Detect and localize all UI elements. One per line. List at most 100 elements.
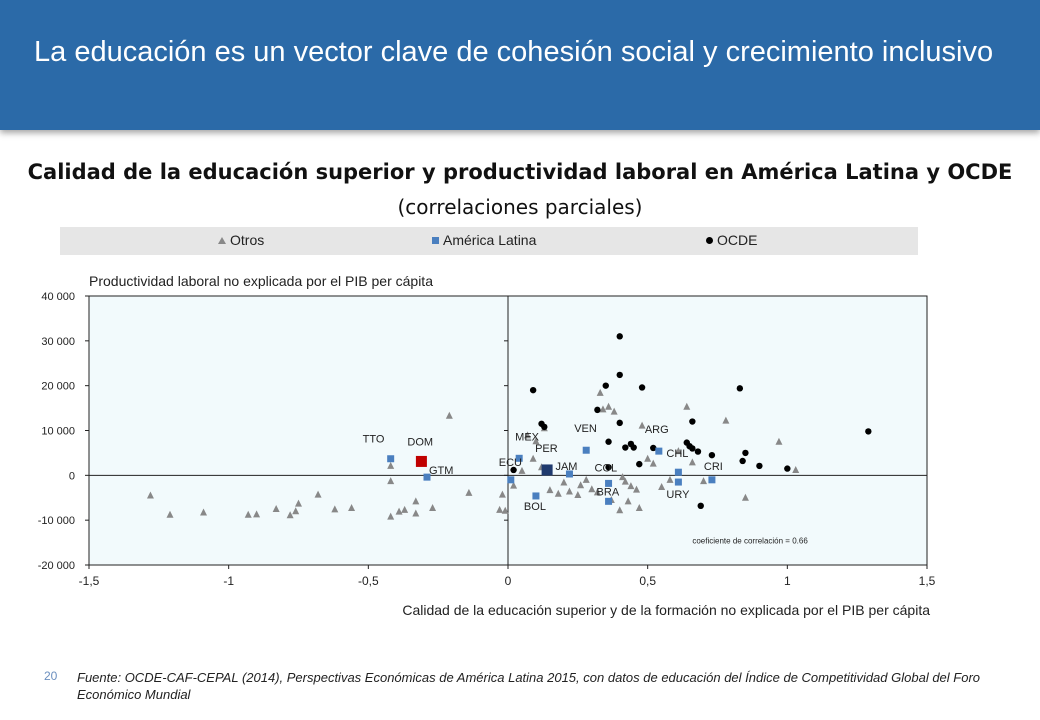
point-otros xyxy=(624,497,632,505)
x-axis-title: Calidad de la educación superior y de la… xyxy=(402,602,930,618)
point-ocde xyxy=(529,386,537,394)
point-ocde xyxy=(736,385,744,392)
y-tick-label: 10 000 xyxy=(41,426,75,438)
point-america-latina-gtm xyxy=(423,473,431,481)
point-otros xyxy=(632,485,640,493)
point-ocde xyxy=(689,445,696,452)
page-number: 20 xyxy=(44,669,58,683)
point-ocde xyxy=(616,333,623,340)
point-otros xyxy=(510,481,518,489)
point-otros xyxy=(775,437,783,445)
point-otros xyxy=(619,473,627,481)
point-ocde xyxy=(510,466,517,474)
correlation-note: coeficiente de correlación = 0.66 xyxy=(692,536,808,545)
y-tick-label: -10 000 xyxy=(38,515,75,527)
legend-label-otros: Otros xyxy=(230,232,265,248)
x-tick-label: 1,5 xyxy=(919,574,936,588)
point-america-latina-bol xyxy=(532,492,540,500)
x-tick-label: -0,5 xyxy=(358,574,379,588)
point-ocde xyxy=(865,428,872,435)
y-tick-label: 0 xyxy=(69,470,75,482)
country-label-bol: BOL xyxy=(524,501,546,513)
point-otros xyxy=(244,510,252,518)
country-label-col: COL xyxy=(595,462,618,474)
point-ocde xyxy=(622,444,629,451)
point-otros xyxy=(465,488,473,496)
legend-label-america-latina: América Latina xyxy=(443,232,537,248)
point-ocde xyxy=(541,423,548,431)
point-ocde xyxy=(784,465,791,472)
point-america-latina-ven xyxy=(582,446,590,454)
point-otros xyxy=(272,504,280,512)
point-otros xyxy=(200,508,208,516)
point-otros xyxy=(649,459,657,467)
country-label-mex: MEX xyxy=(515,431,540,443)
point-otros xyxy=(286,511,294,519)
point-otros xyxy=(688,458,696,466)
country-label-gtm: GTM xyxy=(429,465,453,477)
point-ocde xyxy=(739,457,746,465)
point-ocde xyxy=(594,406,601,414)
point-otros xyxy=(166,510,174,518)
point-otros xyxy=(387,512,395,520)
point-otros xyxy=(596,388,604,396)
country-label-cri: CRI xyxy=(704,461,723,473)
point-otros xyxy=(658,482,666,490)
point-otros xyxy=(295,499,302,507)
point-otros xyxy=(638,421,646,429)
point-otros xyxy=(401,505,409,513)
scatter-chart: -20 000 -10 000 0 10 000 20 000 30 000 40 000 -… xyxy=(38,273,936,618)
point-otros xyxy=(741,493,749,501)
y-axis-title: Productividad laboral no explicada por e… xyxy=(89,273,433,289)
point-ocde xyxy=(616,419,623,427)
point-otros xyxy=(529,454,537,462)
point-america-latina-per xyxy=(541,464,553,476)
point-america-latina-ecu xyxy=(507,476,515,484)
point-america-latina-dom xyxy=(415,455,427,467)
point-otros xyxy=(560,478,568,486)
point-otros xyxy=(518,466,526,474)
x-tick-label: -1 xyxy=(223,574,234,588)
legend-label-ocde: OCDE xyxy=(717,232,758,248)
point-otros xyxy=(331,505,339,513)
country-label-tto: TTO xyxy=(363,434,385,446)
point-otros xyxy=(599,405,607,413)
point-otros xyxy=(593,488,601,496)
country-label-chl: CHL xyxy=(666,448,688,460)
point-ocde xyxy=(742,449,749,457)
header-bar: La educación es un vector clave de cohes… xyxy=(0,0,1040,130)
point-otros xyxy=(292,507,300,515)
slide-title: La educación es un vector clave de cohes… xyxy=(34,36,994,68)
point-otros xyxy=(635,504,643,512)
point-america-latina-ury xyxy=(674,478,682,486)
source-note: Fuente: OCDE-CAF-CEPAL (2014), Perspecti… xyxy=(77,670,981,702)
point-otros xyxy=(565,487,573,495)
point-america-latina-mex xyxy=(515,454,523,462)
chart-legend: Otros América Latina OCDE xyxy=(60,227,918,255)
x-tick-label: -1,5 xyxy=(79,574,100,588)
point-otros xyxy=(674,447,682,455)
country-label-ecu: ECU xyxy=(499,457,522,469)
point-ocde xyxy=(697,502,704,510)
point-otros xyxy=(644,454,652,462)
country-label-arg: ARG xyxy=(645,424,669,436)
point-ocde xyxy=(636,460,643,468)
point-otros xyxy=(532,437,540,445)
point-otros xyxy=(621,477,629,485)
point-ocde xyxy=(605,438,612,445)
point-america-latina-cri xyxy=(708,476,716,484)
point-otros xyxy=(616,506,624,514)
country-label-per: PER xyxy=(535,443,558,455)
point-ocde xyxy=(605,464,612,471)
point-ocde xyxy=(708,451,716,459)
country-label-dom: DOM xyxy=(407,436,433,448)
point-otros xyxy=(314,490,322,498)
point-ocde xyxy=(630,444,637,451)
point-otros xyxy=(683,402,691,410)
point-otros xyxy=(498,490,506,498)
point-otros xyxy=(387,477,395,485)
legend-item-otros: Otros xyxy=(218,232,264,248)
point-ocde xyxy=(650,444,657,452)
chart-title: Calidad de la educación superior y produ… xyxy=(27,160,1013,184)
y-tick-label: 40 000 xyxy=(41,291,75,303)
